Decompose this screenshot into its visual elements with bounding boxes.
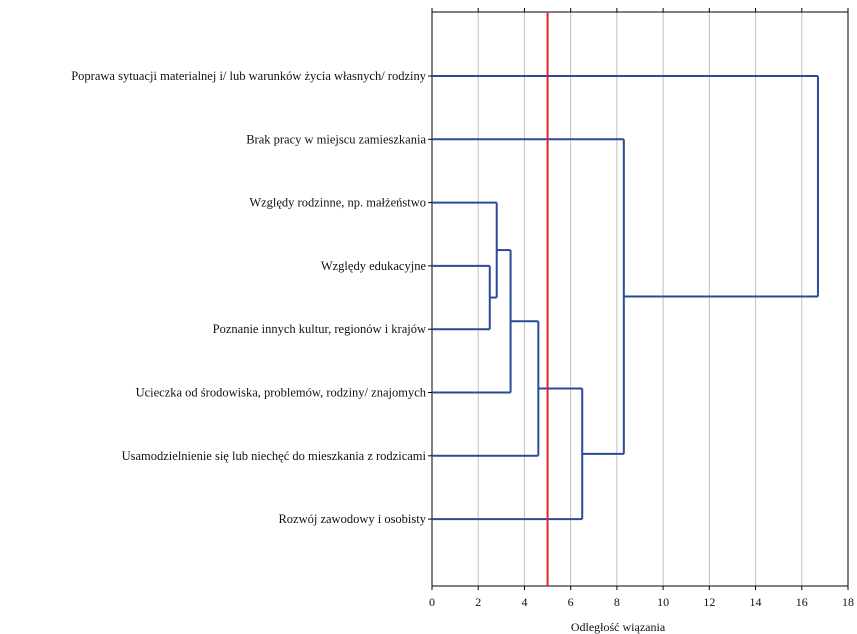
plot-frame bbox=[431, 11, 849, 587]
x-tick-label: 4 bbox=[521, 595, 527, 609]
x-tick-label: 6 bbox=[568, 595, 574, 609]
x-tick-label: 2 bbox=[475, 595, 481, 609]
leaf-label: Brak pracy w miejscu zamieszkania bbox=[246, 132, 426, 146]
x-tick-label: 10 bbox=[657, 595, 669, 609]
grid-layer bbox=[477, 12, 803, 586]
leaf-label: Ucieczka od środowiska, problemów, rodzi… bbox=[136, 386, 427, 400]
x-tick-label: 12 bbox=[703, 595, 715, 609]
axis-layer: 0 2 4 6 8 10 12 14 16 18 bbox=[428, 8, 854, 609]
x-tick-label: 14 bbox=[750, 595, 762, 609]
x-tick-label: 16 bbox=[796, 595, 808, 609]
x-tick-label: 8 bbox=[614, 595, 620, 609]
x-tick-label: 18 bbox=[842, 595, 854, 609]
x-axis-title: Odległość wiązania bbox=[571, 620, 666, 634]
label-layer: Poprawa sytuacji materialnej i/ lub waru… bbox=[71, 69, 427, 526]
leaf-label: Rozwój zawodowy i osobisty bbox=[278, 512, 426, 526]
x-tick-label: 0 bbox=[429, 595, 435, 609]
leaf-label: Względy rodzinne, np. małżeństwo bbox=[249, 196, 426, 210]
leaf-label: Usamodzielnienie się lub niechęć do mies… bbox=[122, 449, 427, 463]
branch-layer bbox=[432, 75, 819, 521]
leaf-label: Względy edukacyjne bbox=[321, 259, 427, 273]
leaf-label: Poznanie innych kultur, regionów i krajó… bbox=[213, 322, 426, 336]
leaf-label: Poprawa sytuacji materialnej i/ lub waru… bbox=[71, 69, 427, 83]
